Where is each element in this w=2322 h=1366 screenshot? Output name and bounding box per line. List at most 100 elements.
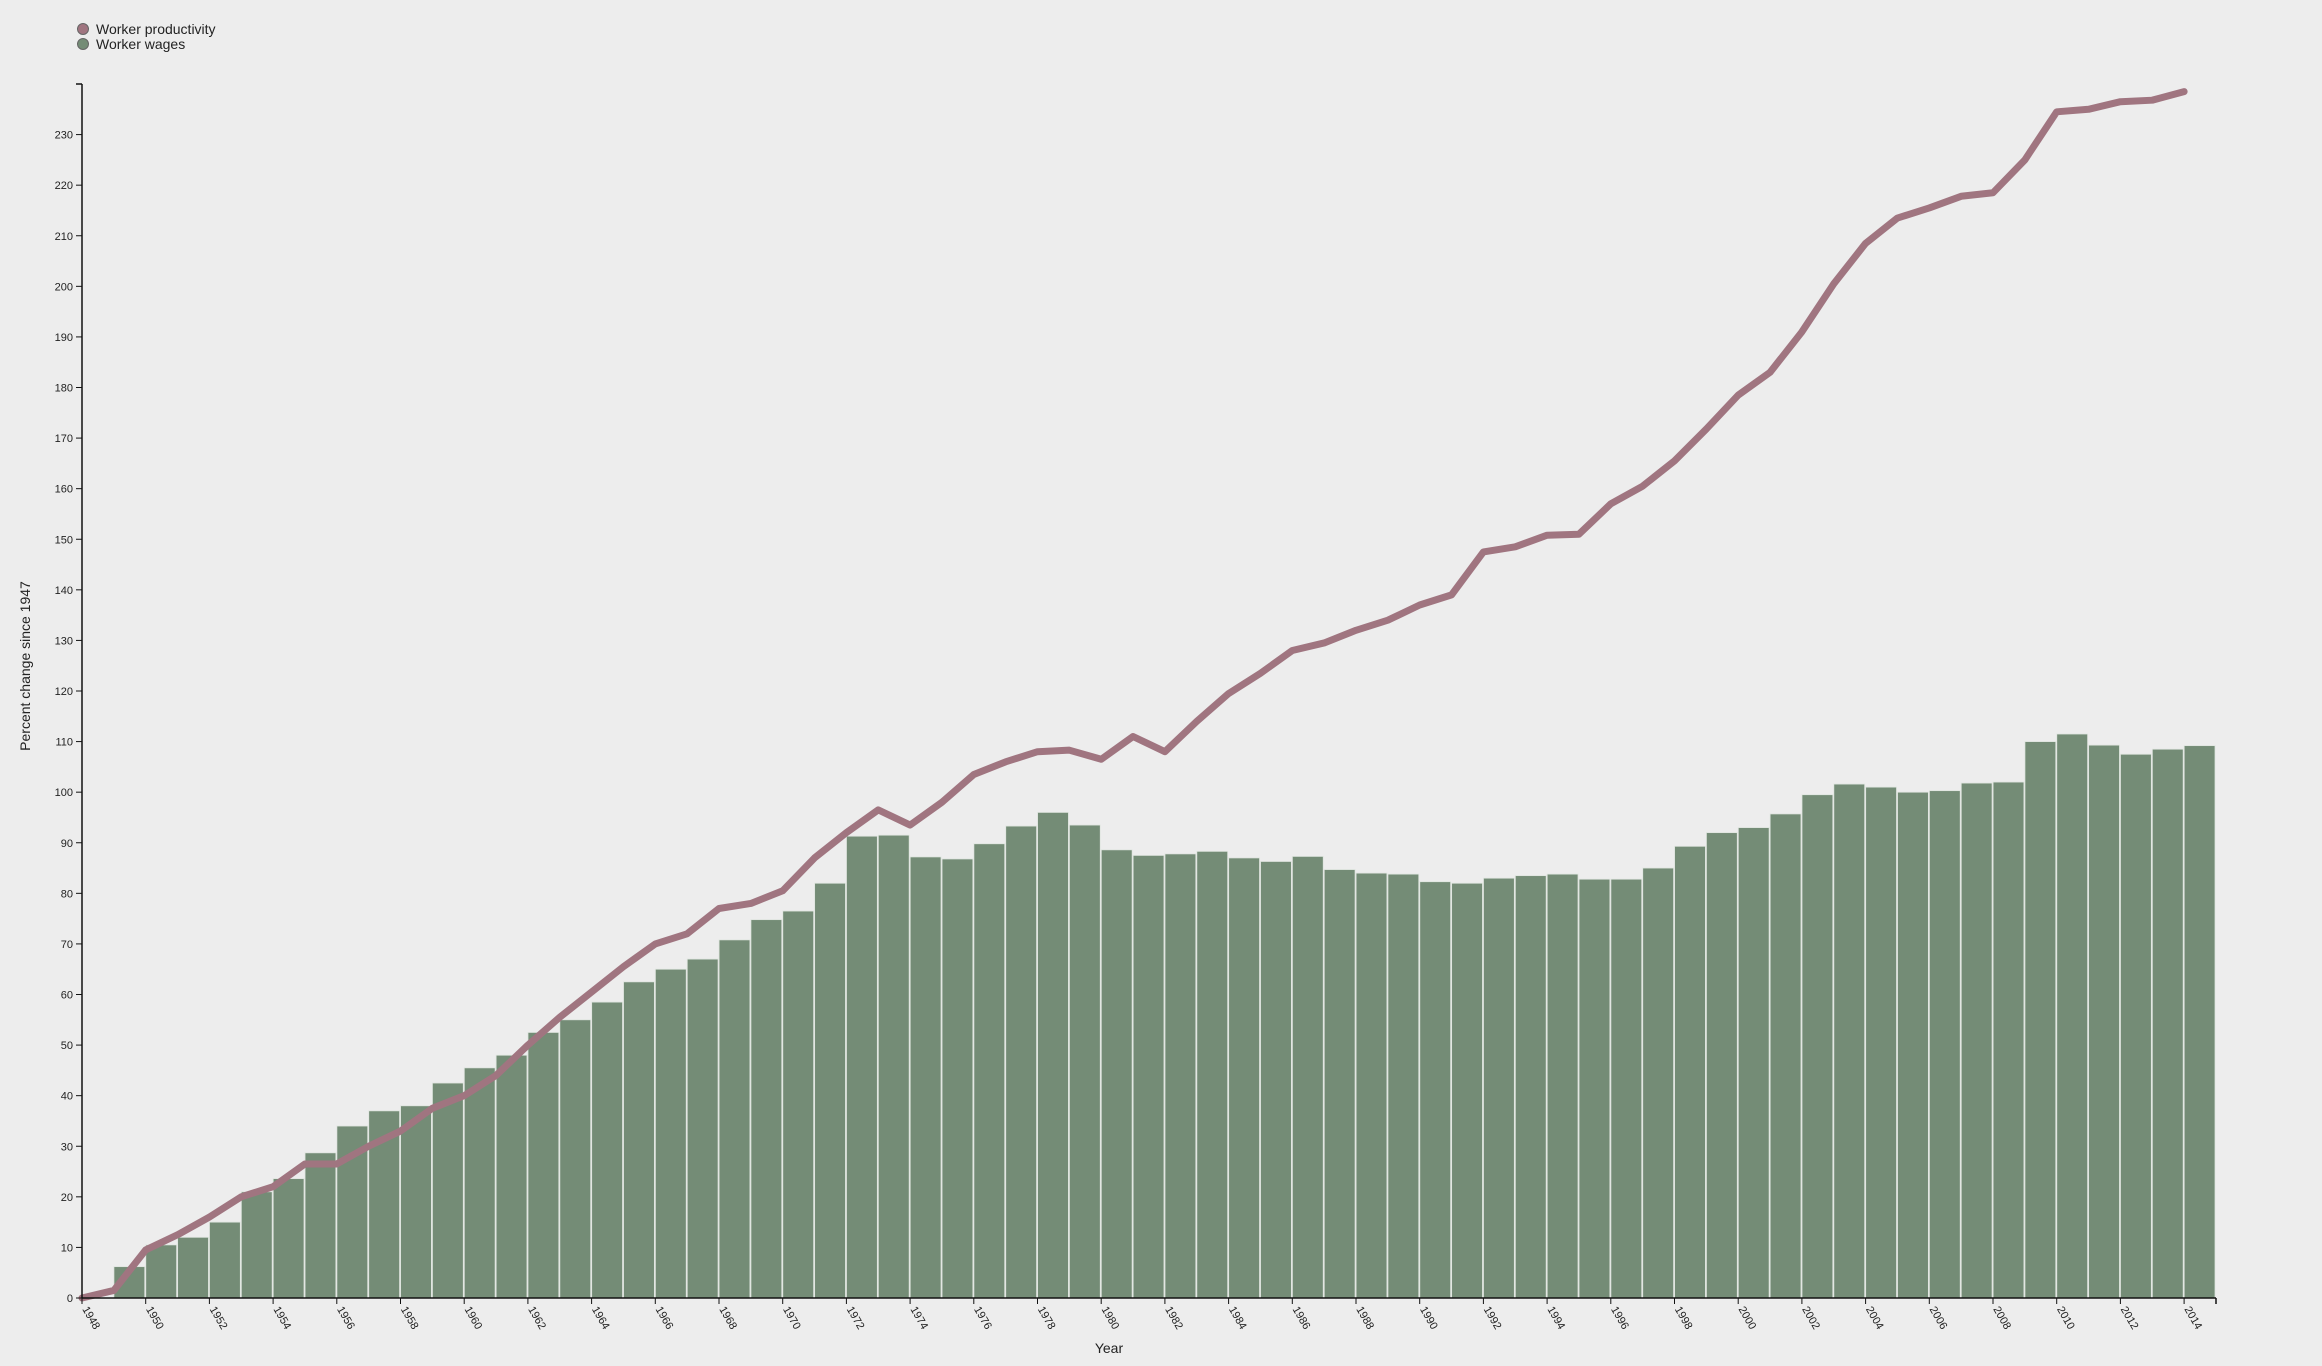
y-tick-label-170: 170 (55, 433, 73, 445)
wage-bar-1980 (1100, 849, 1133, 1299)
wage-bar-1966 (654, 968, 687, 1299)
productivity-point-1992 (1482, 551, 1484, 553)
productivity-point-1970 (782, 890, 784, 892)
productivity-point-2012 (2119, 101, 2121, 103)
y-tick-label-70: 70 (61, 939, 73, 951)
wage-bar-1981 (1132, 855, 1165, 1299)
wage-bar-1984 (1228, 857, 1260, 1299)
productivity-point-1984 (1228, 693, 1230, 695)
wage-bar-1951 (177, 1236, 209, 1299)
x-tick-label-1960: 1960 (462, 1305, 485, 1332)
wage-bar-1964 (591, 1001, 623, 1299)
x-tick-label-2000: 2000 (1736, 1305, 1759, 1332)
x-tick-label-2010: 2010 (2054, 1305, 2077, 1332)
wage-bar-1982 (1164, 853, 1197, 1299)
productivity-point-2011 (2088, 108, 2090, 110)
productivity-point-2001 (1769, 371, 1771, 373)
wage-bar-2001 (1769, 813, 1802, 1299)
productivity-point-1956 (336, 1163, 338, 1165)
y-tick-label-200: 200 (55, 281, 73, 293)
wage-bar-2005 (1897, 791, 1929, 1299)
x-tick-label-1964: 1964 (589, 1305, 612, 1332)
y-tick-label-0: 0 (67, 1293, 73, 1305)
y-tick-label-110: 110 (55, 737, 73, 749)
productivity-point-1954 (272, 1186, 274, 1188)
wage-bar-1996 (1610, 878, 1643, 1299)
y-tick-label-30: 30 (61, 1141, 73, 1153)
productivity-point-2006 (1928, 207, 1930, 209)
x-tick-label-1992: 1992 (1481, 1305, 1504, 1332)
wage-bars (113, 733, 2216, 1299)
wage-bar-1963 (559, 1019, 592, 1299)
productivity-point-2007 (1960, 195, 1962, 197)
y-axis: 0 10 20 30 40 50 60 70 80 90 100 110 120 130 140 150 160… (55, 83, 83, 1305)
y-tick-label-150: 150 (55, 534, 73, 546)
wage-bar-2002 (1801, 794, 1834, 1299)
wage-bar-1998 (1674, 845, 1706, 1299)
productivity-point-1963 (559, 1016, 561, 1018)
wage-bar-2006 (1928, 790, 1961, 1299)
productivity-line-layer (78, 88, 2188, 1302)
productivity-point-1972 (845, 832, 847, 834)
wage-bar-1976 (973, 843, 1006, 1299)
productivity-point-1962 (527, 1044, 529, 1046)
wage-bar-1970 (782, 910, 815, 1299)
x-tick-label-1984: 1984 (1226, 1305, 1249, 1332)
productivity-point-1989 (1387, 619, 1389, 621)
productivity-point-1980 (1100, 758, 1102, 760)
productivity-point-1977 (1005, 761, 1007, 763)
productivity-point-1985 (1259, 672, 1261, 674)
wage-bar-1975 (941, 858, 974, 1299)
wage-bar-1977 (1005, 825, 1037, 1299)
wage-bar-2003 (1833, 783, 1866, 1299)
productivity-point-2013 (2151, 99, 2153, 101)
productivity-point-1959 (431, 1107, 433, 1109)
productivity-point-1975 (941, 801, 943, 803)
x-tick-label-1952: 1952 (207, 1305, 230, 1332)
y-tick-label-80: 80 (61, 888, 73, 900)
wage-bar-1986 (1291, 856, 1324, 1299)
productivity-point-1955 (304, 1163, 306, 1165)
wage-bar-1978 (1037, 812, 1069, 1299)
wage-bar-1973 (877, 834, 910, 1299)
x-tick-label-1994: 1994 (1545, 1305, 1568, 1332)
productivity-point-2005 (1896, 217, 1898, 219)
y-axis-title: Percent change since 1947 (17, 581, 33, 751)
productivity-point-1986 (1291, 650, 1293, 652)
wage-bar-2013 (2151, 748, 2184, 1299)
productivity-point-1994 (1546, 534, 1548, 536)
x-tick-label-1998: 1998 (1672, 1305, 1695, 1332)
y-tick-label-210: 210 (55, 231, 73, 243)
productivity-point-1979 (1068, 749, 1070, 751)
wage-bar-1965 (623, 981, 655, 1299)
x-tick-label-1978: 1978 (1035, 1305, 1058, 1332)
productivity-point-1982 (1164, 751, 1166, 753)
productivity-point-1969 (750, 902, 752, 904)
x-tick-label-1954: 1954 (271, 1305, 294, 1332)
wage-bar-2009 (2024, 741, 2057, 1299)
wage-bar-1950 (145, 1244, 178, 1299)
productivity-point-1991 (1451, 594, 1453, 596)
productivity-point-2004 (1865, 242, 1867, 244)
y-tick-label-100: 100 (55, 787, 73, 799)
wage-bar-1989 (1387, 873, 1420, 1299)
wage-bar-1979 (1069, 824, 1101, 1299)
productivity-point-1957 (368, 1145, 370, 1147)
wage-bar-1974 (909, 856, 942, 1299)
legend-label-1: Worker wages (96, 36, 185, 52)
x-tick-label-2002: 2002 (1799, 1305, 1822, 1332)
productivity-point-2009 (2024, 159, 2026, 161)
wage-bar-1994 (1546, 873, 1579, 1299)
productivity-point-2014 (2183, 91, 2185, 93)
productivity-point-1976 (973, 773, 975, 775)
productivity-point-1950 (145, 1249, 147, 1251)
y-tick-label-180: 180 (55, 383, 73, 395)
productivity-point-1978 (1037, 751, 1038, 753)
x-tick-label-1988: 1988 (1353, 1305, 1376, 1332)
x-tick-label-1950: 1950 (143, 1305, 166, 1332)
wage-bar-1987 (1323, 869, 1356, 1299)
wage-bar-2008 (1992, 781, 2025, 1299)
x-tick-label-1982: 1982 (1162, 1305, 1185, 1332)
wage-bar-2011 (2088, 744, 2120, 1299)
